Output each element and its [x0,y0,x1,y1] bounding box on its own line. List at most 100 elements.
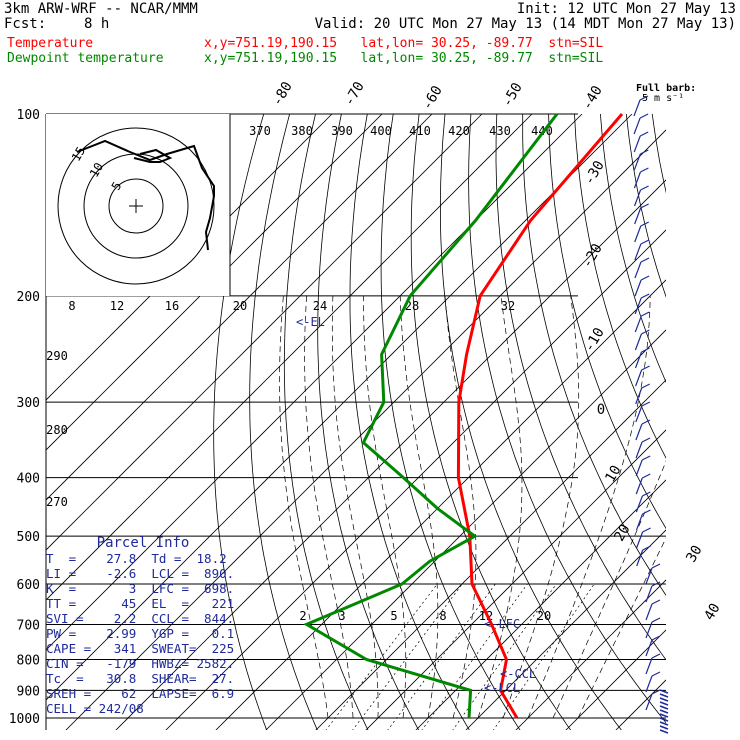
temperature-line [456,113,624,719]
wind-barb [659,721,669,726]
wind-barb [659,725,669,730]
parcel-row-t: T = 27.8 Td = 18.2 [46,551,227,566]
wind-barb-flag [640,185,649,191]
wind-barb-flag [651,671,661,677]
wind-barb [659,693,669,698]
wind-barb [659,689,669,694]
isotherm-label: -20 [579,241,606,271]
wind-barb-flag [651,653,661,659]
wind-barb-flag [651,581,661,587]
isotherm-line [46,114,483,551]
wind-barb-flag [641,365,650,371]
theta-label: 410 [409,124,431,138]
isotherm-label: 30 [683,543,705,566]
wind-barb [645,639,653,657]
isotherm-line [46,114,433,501]
isotherm-label: -30 [581,158,608,188]
mixing-ratio-line [387,583,496,730]
annotation-el: <-EL [296,315,325,329]
dry-adiabat-line [574,114,666,459]
pressure-label: 500 [17,530,40,545]
wind-barb-flag [640,167,649,173]
annotation-lcl: <-LCL [484,681,520,695]
parcel-row-k: K = 3 LFC = 698. [46,581,235,596]
wind-barb [635,513,644,531]
isotherm-line [315,379,666,730]
dry-adiabat-line [410,114,572,730]
pressure-label: 100 [17,108,40,123]
model-title: 3km ARW-WRF -- NCAR/MMM [4,1,198,17]
dry-adiabat-line [678,114,740,731]
moist-adiabat-grid [279,295,666,719]
wind-barb-flag [651,599,661,605]
valid-time: Valid: 20 UTC Mon 27 May 13 (14 MDT Mon … [314,16,736,32]
wind-barb [634,279,642,297]
wind-barb [633,189,642,207]
pressure-label: 300 [17,396,40,411]
isotherm-label: 0 [597,402,605,418]
pressure-label: 600 [17,578,40,593]
dry-adiabat-line [600,114,666,384]
hodograph-background [46,114,230,296]
hodograph-trace [76,139,215,251]
theta-label: 280 [46,423,68,437]
hodograph-speed-label: 20 [233,299,247,313]
pressure-label: 900 [17,684,40,699]
wind-barb-flag [651,563,661,569]
pressure-label: 700 [17,618,40,633]
moist-adiabat-line [363,295,407,719]
hodograph-speed-label: 12 [110,299,124,313]
wind-barb [659,705,669,710]
parcel-info-box: Parcel Info T = 27.8 Td = 18.2 LI = -2.6… [46,536,240,728]
wind-barb [635,459,643,477]
dry-adiabat-line [317,114,420,730]
theta-label: 390 [331,124,353,138]
dry-adiabat-line [704,114,740,731]
wind-barb-flag [640,221,650,227]
parcel-row-pw: PW = 2.99 YGP = 0.1 [46,626,235,641]
hodograph-ring-5 [108,178,164,234]
pressure-label: 800 [17,653,40,668]
dry-adiabat-line [283,114,369,730]
wind-barb-flag [641,473,651,479]
isotherm-label: 20 [611,522,633,545]
forecast-label: Fcst: [4,16,47,32]
theta-label: 270 [46,495,68,509]
wind-barb-flag [641,401,651,407]
moist-adiabat-line [552,460,666,719]
hodograph-ring-label: 15 [69,144,88,164]
hodograph-speed-label: 24 [313,299,327,313]
wind-barb-flag [651,689,661,695]
dry-adiabat-grid [213,114,740,731]
mixing-ratio-label: 2 [299,609,306,623]
forecast-hour: 8 h [84,16,110,32]
full-barb-label: Full barb: [636,83,697,94]
hodograph-speed-label: 16 [165,299,179,313]
isotherm-line [515,579,666,730]
wind-barb [645,693,653,711]
isotherm-line [115,179,666,730]
moist-adiabat-line [444,295,477,719]
pressure-label: 400 [17,472,40,487]
dry-adiabat-line [548,114,666,530]
sounding-curves [303,113,624,719]
isotherm-label: -60 [419,83,446,113]
temperature-legend-label: Temperature [7,36,94,51]
wind-barb-flag [639,113,649,119]
wind-barb-flag [651,617,661,623]
parcel-row-tt: TT = 45 EL = 221 [46,596,235,611]
isotherm-line [465,529,666,730]
mixing-ratio-label: 20 [537,609,551,623]
isotherm-line [165,229,666,730]
isotherm-line [215,279,666,730]
mixing-ratio-line [493,583,595,730]
wind-barb-flag [640,203,649,209]
parcel-row-tc: Tc = 30.8 SHEAR= 27. [46,671,235,686]
wind-barb-flag [641,329,650,335]
dry-adiabat-line [651,114,666,194]
hodograph-ring-label: 10 [87,160,106,180]
wind-barb [634,207,642,225]
temperature-legend-info: x,y=751.19,190.15 lat,lon= 30.25, -89.77… [204,36,604,51]
